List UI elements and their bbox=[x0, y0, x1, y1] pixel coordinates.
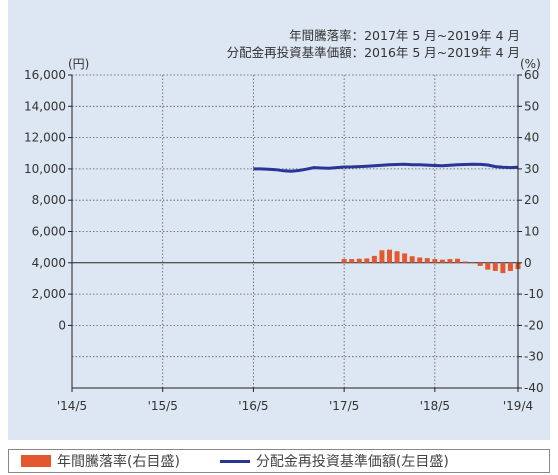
bar bbox=[364, 258, 370, 263]
legend-line-swatch bbox=[219, 459, 250, 463]
bar bbox=[507, 262, 513, 271]
line-series bbox=[253, 162, 519, 173]
left-tick-label: 10,000 bbox=[24, 162, 66, 176]
x-tick-label: '17/5 bbox=[329, 399, 359, 413]
bar bbox=[386, 249, 392, 263]
right-tick-label: -40 bbox=[524, 381, 544, 395]
bar bbox=[439, 259, 445, 263]
bar bbox=[379, 250, 385, 263]
left-tick-label: 6,000 bbox=[32, 225, 66, 239]
bar bbox=[417, 257, 423, 263]
right-tick-label: -30 bbox=[524, 350, 544, 364]
legend-line-label: 分配金再投資基準価額(左目盛) bbox=[255, 454, 449, 470]
right-tick-label: -20 bbox=[524, 318, 544, 332]
bar bbox=[371, 255, 377, 263]
left-tick-label: 0 bbox=[58, 318, 66, 332]
left-axis-unit: (円) bbox=[68, 57, 89, 71]
bar bbox=[356, 258, 362, 263]
x-tick-label: '15/5 bbox=[148, 399, 178, 413]
x-axis-ticks: '14/5 '15/5 '16/5 '17/5 '18/5 '19/4 bbox=[57, 388, 533, 413]
legend-item-bar: 年間騰落率(右目盛) bbox=[21, 451, 180, 471]
right-tick-label: -10 bbox=[524, 287, 544, 301]
bar bbox=[470, 262, 476, 264]
legend-item-line: 分配金再投資基準価額(左目盛) bbox=[219, 451, 449, 471]
left-tick-label: 14,000 bbox=[24, 99, 66, 113]
left-tick-label: 2,000 bbox=[32, 287, 66, 301]
right-tick-label: 20 bbox=[524, 193, 539, 207]
bar bbox=[500, 262, 506, 274]
right-tick-label: 10 bbox=[524, 225, 539, 239]
bar bbox=[432, 259, 438, 263]
bar bbox=[409, 256, 415, 263]
bar-series bbox=[341, 249, 521, 274]
x-tick-label: '19/4 bbox=[503, 399, 533, 413]
x-tick-label: '16/5 bbox=[238, 399, 268, 413]
right-tick-label: 50 bbox=[524, 99, 539, 113]
bar bbox=[492, 262, 498, 271]
x-tick-label: '14/5 bbox=[57, 399, 87, 413]
bar bbox=[462, 261, 468, 263]
right-tick-label: 0 bbox=[524, 256, 532, 270]
chart-svg: 年間騰落率：2017年 5 月~2019年 4 月 分配金再投資基準価額：201… bbox=[24, 28, 544, 413]
nav-line bbox=[253, 162, 519, 173]
bar bbox=[394, 251, 400, 263]
bar bbox=[402, 253, 408, 263]
left-tick-label: 12,000 bbox=[24, 131, 66, 145]
right-axis-unit: (%) bbox=[520, 57, 541, 71]
bar bbox=[424, 258, 430, 263]
right-axis-ticks: -40 -30 -20 -10 0 10 20 30 40 50 60 bbox=[518, 68, 544, 395]
bar bbox=[485, 262, 491, 270]
right-tick-label: 60 bbox=[524, 68, 539, 82]
header-line-1: 年間騰落率：2017年 5 月~2019年 4 月 bbox=[289, 28, 520, 43]
bar bbox=[341, 259, 347, 263]
right-tick-label: 30 bbox=[524, 162, 539, 176]
left-tick-label: 16,000 bbox=[24, 68, 66, 82]
right-tick-label: 40 bbox=[524, 131, 539, 145]
legend-bar-label: 年間騰落率(右目盛) bbox=[57, 454, 180, 470]
legend: 年間騰落率(右目盛) 分配金再投資基準価額(左目盛) bbox=[8, 449, 550, 473]
legend-bar-swatch bbox=[21, 455, 51, 467]
left-tick-label: 4,000 bbox=[32, 256, 66, 270]
gridlines bbox=[71, 74, 519, 388]
header-line-2: 分配金再投資基準価額：2016年 5 月~2019年 4 月 bbox=[227, 45, 520, 60]
bar bbox=[447, 259, 453, 263]
bar bbox=[349, 259, 355, 263]
bar bbox=[455, 258, 461, 263]
left-axis-ticks: 0 2,000 4,000 6,000 8,000 10,000 12,000 14,000 1… bbox=[24, 68, 72, 332]
left-tick-label: 8,000 bbox=[32, 193, 66, 207]
x-tick-label: '18/5 bbox=[420, 399, 450, 413]
bar bbox=[477, 262, 483, 266]
chart-panel: 年間騰落率：2017年 5 月~2019年 4 月 分配金再投資基準価額：201… bbox=[8, 0, 550, 440]
